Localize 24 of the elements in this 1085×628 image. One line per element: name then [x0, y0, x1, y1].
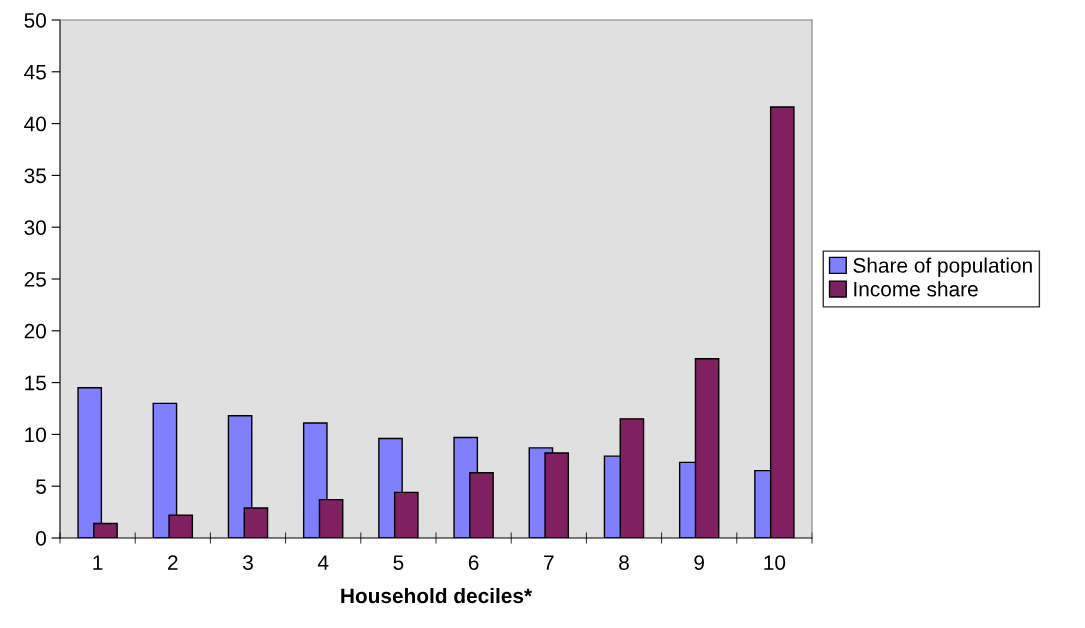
y-tick-label: 15: [25, 375, 46, 391]
y-tick-label: 45: [24, 65, 46, 80]
x-tick-label: 1: [93, 555, 103, 570]
y-tick-label: 20: [24, 323, 46, 339]
x-tick-label: 4: [317, 555, 329, 570]
y-tick-label: 50: [24, 13, 46, 28]
x-tick-label: 9: [694, 555, 705, 570]
x-tick-label: 5: [393, 555, 404, 570]
x-tick-label: 8: [619, 555, 629, 570]
y-tick-label: 40: [24, 116, 46, 132]
y-tick-label: 35: [24, 168, 46, 184]
y-tick-label: 30: [24, 220, 46, 235]
x-tick-label: 7: [544, 555, 554, 570]
x-axis-title: Household deciles*: [341, 587, 533, 604]
legend-label: Income share: [854, 281, 978, 297]
legend-label: Share of population: [853, 257, 1032, 277]
y-tick-label: 0: [36, 531, 46, 546]
x-tick-label: 6: [468, 555, 479, 570]
y-tick-label: 10: [25, 427, 46, 443]
x-tick-label: 10: [764, 555, 786, 570]
y-tick-label: 5: [36, 479, 46, 494]
x-tick-label: 2: [168, 555, 178, 570]
y-tick-label: 25: [24, 272, 46, 287]
x-tick-label: 3: [243, 555, 253, 570]
